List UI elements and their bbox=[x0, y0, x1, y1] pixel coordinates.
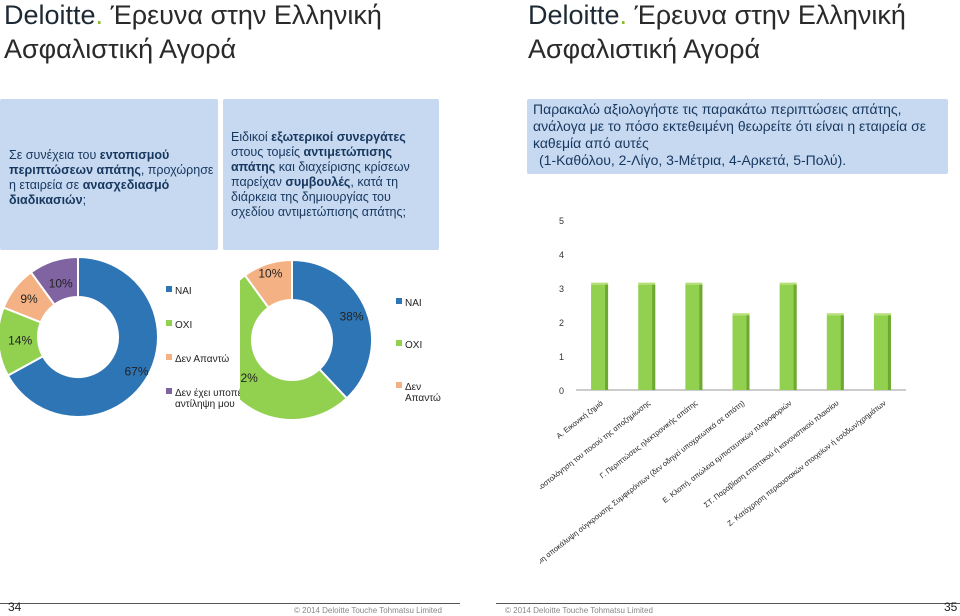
right-question: Παρακαλώ αξιολογήστε τις παρακάτω περιπτ… bbox=[533, 101, 926, 151]
left-copyright: © 2014 Deloitte Touche Tohmatsu Limited bbox=[294, 606, 442, 615]
y-tick-label-4: 4 bbox=[559, 250, 564, 260]
y-tick-label-1: 1 bbox=[559, 352, 564, 362]
bar-side-3 bbox=[699, 284, 703, 390]
right-page-number: 35 bbox=[944, 600, 958, 614]
right-title-line2: Ασφαλιστική Αγορά bbox=[528, 34, 761, 64]
legend-label-1: ΝΑΙ bbox=[175, 286, 192, 297]
doughnut-data-label-3: 9% bbox=[20, 292, 38, 306]
left-question-text-2: Ειδικοί εξωτερικοί συνεργάτες στους τομε… bbox=[231, 130, 435, 220]
right-title-brand: Deloitte bbox=[528, 0, 620, 30]
doughnut-data-label-1: 38% bbox=[339, 309, 363, 323]
q1-bold-a: εντοπισμού περιπτώσεων απάτης bbox=[9, 148, 170, 177]
x-category-label-3: Γ. Περιπτώσεις ηλεκτρονικής απάτης bbox=[598, 398, 699, 480]
doughnut-slice-2 bbox=[240, 273, 349, 420]
doughnut-data-label-2: 14% bbox=[8, 334, 32, 348]
bar-top-7 bbox=[873, 313, 891, 316]
bar-side-7 bbox=[887, 315, 891, 390]
left-slide-title: Deloitte. Έρευνα στην Ελληνική Ασφαλιστι… bbox=[4, 0, 464, 66]
left-question-box-2 bbox=[223, 99, 439, 250]
right-copyright: © 2014 Deloitte Touche Tohmatsu Limited bbox=[505, 606, 653, 615]
x-category-label-7: Ζ. Κατάχρηση περιουσιακών στοιχείων ή εσ… bbox=[725, 398, 887, 528]
q2-bold-a: εξωτερικοί συνεργάτες bbox=[271, 130, 406, 144]
bar-side-4 bbox=[746, 315, 750, 390]
bar-3 bbox=[685, 284, 703, 390]
doughnut-data-label-1: 67% bbox=[125, 365, 149, 379]
right-question-box bbox=[527, 99, 948, 174]
legend-label-3: Δεν Απαντώ bbox=[175, 353, 229, 365]
bar-side-2 bbox=[652, 284, 656, 390]
left-question-text-1: Σε συνέχεια του εντοπισμού περιπτώσεων α… bbox=[9, 148, 214, 208]
legend-label-2: ΟΧΙ bbox=[175, 320, 192, 331]
bar-top-2 bbox=[638, 282, 656, 285]
legend-swatch-3 bbox=[396, 382, 402, 388]
legend-label-4: Δεν έχει υποπέσει στηναντίληψη μου bbox=[175, 387, 255, 410]
doughnut-data-label-3: 10% bbox=[258, 266, 282, 280]
bar-top-5 bbox=[779, 282, 797, 285]
q2-text-c: και διαχείρισης κρίσεων παρείχαν bbox=[231, 160, 410, 189]
legend-swatch-2 bbox=[396, 340, 402, 346]
legend-swatch-1 bbox=[396, 298, 402, 304]
left-question-box-1 bbox=[0, 99, 218, 250]
y-tick-label-0: 0 bbox=[559, 386, 564, 396]
doughnut-data-label-4: 10% bbox=[49, 277, 73, 291]
right-question-text: Παρακαλώ αξιολογήστε τις παρακάτω περιπτ… bbox=[533, 101, 945, 169]
right-slide-title: Deloitte. Έρευνα στην Ελληνική Ασφαλιστι… bbox=[528, 0, 958, 66]
legend-swatch-3 bbox=[166, 354, 172, 360]
q1-text-b: , προχώρησε η εταιρεία σε bbox=[9, 163, 214, 192]
q2-text-a: Ειδικοί bbox=[231, 130, 272, 144]
bar-6 bbox=[826, 315, 844, 390]
left-title-rest: Έρευνα στην Ελληνική bbox=[103, 0, 382, 30]
doughnut-chart-1: 67% 14% 9% 10% ΝΑΙ ΟΧΙ Δεν Απαντώ Δεν έχει υποπ… bbox=[0, 255, 255, 418]
left-title-line2: Ασφαλιστική Αγορά bbox=[4, 34, 237, 64]
bar-top-3 bbox=[685, 282, 703, 285]
y-tick-label-5: 5 bbox=[559, 216, 564, 226]
bar-top-1 bbox=[591, 282, 609, 285]
y-tick-label-3: 3 bbox=[559, 284, 564, 294]
legend-swatch-4 bbox=[166, 388, 172, 394]
bar-1 bbox=[591, 284, 609, 390]
doughnut-slice-4 bbox=[29, 255, 79, 307]
doughnut-slice-3 bbox=[243, 258, 293, 310]
q2-text-d: , κατά τη διάρκεια της δημιουργίας του σ… bbox=[231, 175, 407, 219]
right-title-rest: Έρευνα στην Ελληνική bbox=[627, 0, 906, 30]
bar-top-4 bbox=[732, 313, 750, 316]
doughnut-slice-1 bbox=[6, 255, 159, 418]
q1-text-a: Σε συνέχεια του bbox=[9, 148, 100, 162]
left-page-number: 34 bbox=[8, 600, 22, 614]
q1-bold-b: ανασχεδιασμό διαδικασιών bbox=[9, 178, 170, 207]
right-footer-rule bbox=[496, 603, 960, 604]
bar-side-1 bbox=[605, 284, 609, 390]
right-title-dot: . bbox=[619, 0, 628, 30]
legend-label-3: Δεν Απαντώ bbox=[405, 382, 441, 404]
q2-bold-b: αντιμετώπισης απάτης bbox=[231, 145, 392, 174]
left-title-dot: . bbox=[95, 0, 104, 30]
doughnut-data-label-2: 52% bbox=[240, 371, 258, 385]
q1-text-c: ; bbox=[82, 193, 87, 207]
bar-side-6 bbox=[840, 315, 844, 390]
bar-2 bbox=[638, 284, 656, 390]
bar-side-5 bbox=[793, 284, 797, 390]
doughnut-slice-1 bbox=[291, 258, 373, 400]
q2-bold-c: συμβουλές bbox=[285, 175, 351, 189]
legend-label-1: ΝΑΙ bbox=[405, 298, 422, 309]
legend-label-2: ΟΧΙ bbox=[405, 340, 422, 351]
bar-5 bbox=[779, 284, 797, 390]
left-footer-rule bbox=[0, 603, 460, 604]
bar-7 bbox=[873, 315, 891, 390]
y-tick-label-2: 2 bbox=[559, 318, 564, 328]
right-scale: (1-Καθόλου, 2-Λίγο, 3-Μέτρια, 4-Αρκετά, … bbox=[539, 152, 847, 168]
left-title-brand: Deloitte bbox=[4, 0, 96, 30]
bar-4 bbox=[732, 315, 750, 390]
bar-top-6 bbox=[826, 313, 844, 316]
legend-swatch-1 bbox=[166, 286, 172, 292]
x-category-label-1: Α. Εικονική ζημιά bbox=[555, 398, 606, 440]
q2-text-b: στους τομείς bbox=[231, 145, 304, 159]
legend-swatch-2 bbox=[166, 320, 172, 326]
